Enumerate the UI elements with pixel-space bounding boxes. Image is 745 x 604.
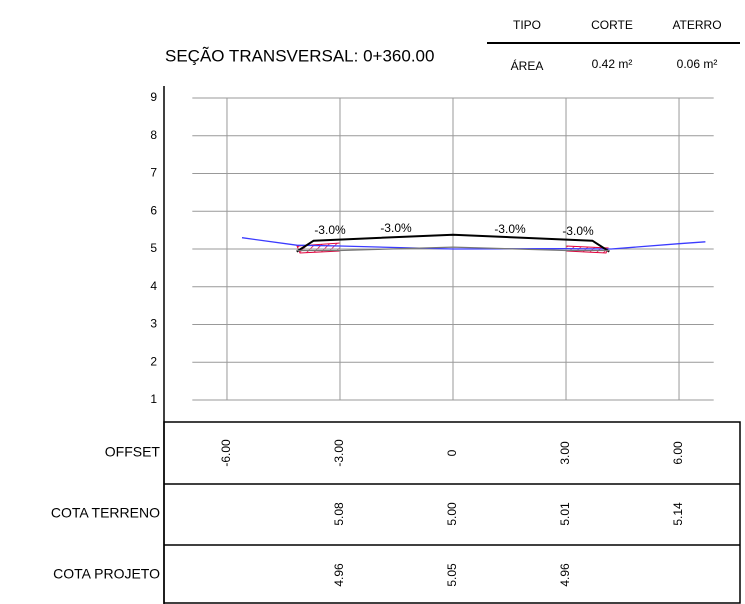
y-tick-label: 8 xyxy=(150,128,157,142)
y-tick-label: 1 xyxy=(150,392,157,406)
y-tick-label: 4 xyxy=(150,279,157,293)
area-cell: 0.06 m² xyxy=(677,57,718,71)
area-cell: 0.42 m² xyxy=(592,57,633,71)
offset-label: -3.00 xyxy=(332,439,346,467)
area-header: ATERRO xyxy=(672,18,721,32)
offset-label: -6.00 xyxy=(219,439,233,467)
row-label: COTA PROJETO xyxy=(53,566,160,582)
section-line xyxy=(296,233,610,253)
offset-label: 0 xyxy=(445,449,459,456)
area-cell: ÁREA xyxy=(511,58,544,73)
y-tick-label: 9 xyxy=(150,90,157,104)
table-cell: 5.08 xyxy=(332,502,346,526)
offset-label: 3.00 xyxy=(558,441,572,465)
y-tick-label: 2 xyxy=(150,354,157,368)
area-header: TIPO xyxy=(513,18,541,32)
data-table-frame xyxy=(163,421,741,604)
row-label: COTA TERRENO xyxy=(51,505,160,521)
row-label: OFFSET xyxy=(105,444,161,460)
title: SEÇÃO TRANSVERSAL: 0+360.00 xyxy=(165,46,434,65)
slope-label: -3.0% xyxy=(494,222,526,236)
area-header: CORTE xyxy=(591,18,633,32)
table-cell: 5.05 xyxy=(445,563,459,587)
y-tick-label: 5 xyxy=(150,241,157,255)
section-line xyxy=(296,246,610,252)
y-tick-label: 7 xyxy=(150,166,157,180)
offset-label: 6.00 xyxy=(671,441,685,465)
slope-label: -3.0% xyxy=(562,224,594,238)
table-cell: 4.96 xyxy=(558,563,572,587)
table-cell: 5.01 xyxy=(558,502,572,526)
y-tick-label: 6 xyxy=(150,203,157,217)
y-tick-label: 3 xyxy=(150,317,157,331)
slope-label: -3.0% xyxy=(380,221,412,235)
table-cell: 5.14 xyxy=(671,502,685,526)
table-cell: 5.00 xyxy=(445,502,459,526)
slope-label: -3.0% xyxy=(314,223,346,237)
table-cell: 4.96 xyxy=(332,563,346,587)
